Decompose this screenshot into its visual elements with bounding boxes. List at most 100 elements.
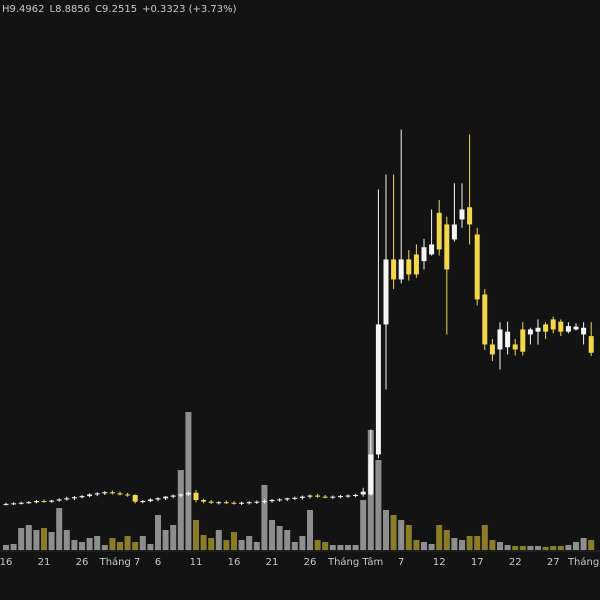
- volume-bar: [132, 542, 139, 550]
- volume-bar: [436, 525, 443, 550]
- volume-bar: [162, 530, 169, 550]
- volume-bar: [238, 540, 245, 550]
- candle-body: [3, 503, 9, 505]
- volume-bar: [56, 508, 63, 550]
- volume-bar: [109, 538, 116, 550]
- candle-body: [140, 501, 146, 503]
- candle-body: [109, 492, 115, 494]
- volume-bar: [451, 538, 458, 550]
- volume-bar: [474, 536, 481, 550]
- candle-body: [459, 209, 465, 220]
- candle-body: [56, 499, 62, 501]
- volume-bar: [193, 520, 199, 550]
- candle-body: [368, 454, 374, 495]
- candle-body: [383, 259, 389, 325]
- candle-body: [330, 496, 336, 498]
- candle-body: [474, 234, 480, 300]
- x-tick-label: 16: [0, 557, 12, 568]
- candle-body: [254, 501, 260, 503]
- volume-bar: [269, 520, 275, 550]
- candle-body: [573, 326, 579, 330]
- volume-bar: [329, 545, 336, 550]
- volume-bar: [421, 542, 427, 550]
- volume-bar: [519, 546, 526, 550]
- volume-bar: [527, 546, 534, 550]
- volume-bar: [200, 535, 207, 550]
- candle-body: [79, 496, 85, 498]
- candle-body: [375, 324, 381, 455]
- volume-bar: [459, 540, 465, 550]
- volume-bar: [223, 540, 230, 550]
- x-tick-label: 26: [304, 557, 317, 568]
- candle-body: [155, 498, 161, 500]
- volume-bar: [124, 536, 131, 550]
- x-tick-label: Tháng Tâm: [327, 556, 383, 568]
- volume-bar: [185, 412, 192, 550]
- candle-body: [565, 326, 571, 332]
- volume-bar: [565, 545, 572, 550]
- candle-body: [429, 244, 435, 255]
- volume-bar: [481, 525, 488, 550]
- candle-body: [269, 500, 275, 502]
- candle-body: [18, 502, 24, 504]
- volume-bar: [215, 530, 222, 550]
- x-tick-label: 12: [433, 557, 446, 568]
- volume-bar: [588, 540, 595, 550]
- candle-body: [535, 327, 541, 332]
- candle-body: [216, 502, 222, 504]
- candle-body: [185, 492, 191, 495]
- candle-body: [543, 324, 549, 332]
- candle-body: [550, 319, 556, 330]
- volume-bar: [398, 520, 405, 550]
- candle-body: [444, 224, 450, 270]
- candle-body: [163, 496, 169, 499]
- x-tick-label: 7: [398, 557, 404, 568]
- volume-bar: [535, 546, 541, 550]
- volume-bar: [86, 538, 93, 550]
- candle-body: [94, 493, 100, 495]
- volume-bar: [307, 510, 313, 550]
- x-tick-label: 21: [266, 557, 279, 568]
- candle-body: [489, 344, 495, 355]
- candle-body: [588, 336, 594, 353]
- volume-bar: [466, 536, 473, 550]
- volume-bar: [177, 470, 184, 550]
- volume-bar: [253, 542, 260, 550]
- volume-bar: [405, 525, 412, 550]
- x-tick-label: 21: [38, 557, 51, 568]
- volume-bar: [345, 545, 351, 550]
- volume-bar: [314, 540, 321, 550]
- volume-bar: [580, 538, 587, 550]
- candle-body: [102, 492, 108, 494]
- x-tick-label: 16: [228, 557, 241, 568]
- candle-body: [421, 247, 427, 262]
- volume-bar: [63, 530, 70, 550]
- volume-bar: [542, 547, 549, 550]
- candle-body: [406, 259, 412, 275]
- volume-bar: [284, 530, 291, 550]
- volume-bar: [299, 536, 306, 550]
- volume-bar: [48, 532, 55, 550]
- candle-body: [193, 492, 199, 500]
- ohlc-label: C9.2515: [95, 4, 137, 15]
- candle-body: [299, 496, 305, 498]
- volume-bar: [3, 545, 9, 550]
- volume-bar: [147, 544, 154, 550]
- volume-bar: [139, 536, 146, 550]
- volume-bar: [155, 515, 161, 550]
- candle-body: [558, 321, 564, 332]
- candle-body: [512, 344, 518, 350]
- candle-body: [505, 331, 511, 348]
- candle-body: [125, 494, 131, 496]
- candle-body: [581, 327, 587, 335]
- candle-body: [26, 502, 32, 504]
- candle-body: [482, 294, 488, 345]
- volume-bar: [413, 540, 420, 550]
- candle-body: [246, 502, 252, 504]
- candle-body: [277, 499, 283, 501]
- volume-bar: [261, 485, 268, 550]
- volume-bar: [101, 545, 108, 550]
- candle-body: [223, 502, 229, 504]
- volume-bar: [360, 500, 367, 550]
